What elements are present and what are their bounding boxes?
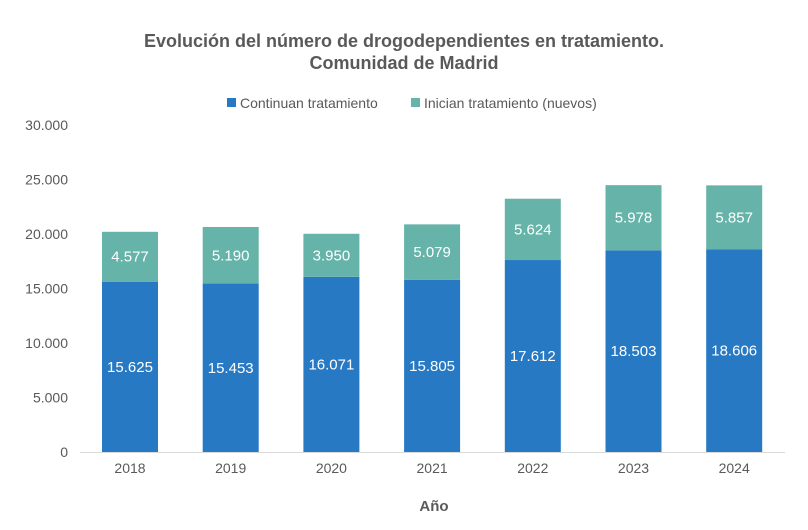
bar-continuan-2024: [706, 249, 763, 452]
x-tick-label: 2018: [114, 460, 145, 476]
bar-continuan-2021: [404, 279, 461, 452]
y-tick-label: 5.000: [33, 390, 68, 406]
bar-continuan-2019: [202, 283, 259, 452]
legend-label-continuan: Continuan tratamiento: [240, 95, 378, 111]
legend: Continuan tratamiento Inician tratamient…: [227, 95, 597, 111]
x-tick-label: 2020: [316, 460, 347, 476]
data-label: 15.453: [208, 360, 254, 377]
bar-continuan-2022: [504, 260, 561, 452]
data-label: 16.071: [308, 356, 354, 373]
chart-subtitle: Comunidad de Madrid: [310, 53, 499, 73]
data-label: 15.625: [107, 359, 153, 376]
bar-inician-2023: [605, 185, 662, 251]
data-label: 17.612: [510, 348, 556, 365]
bar-inician-2020: [303, 233, 360, 277]
data-label: 18.503: [611, 343, 657, 360]
y-axis-ticks: 0 5.000 10.000 15.000 20.000 25.000 30.000: [25, 117, 68, 460]
y-tick-label: 30.000: [25, 117, 68, 133]
data-label: 3.950: [313, 247, 351, 264]
y-tick-label: 0: [60, 444, 68, 460]
bars: 15.625 4.577 15.453 5.190 16.071 3.950 15.805 5…: [102, 185, 763, 452]
data-label: 5.624: [514, 221, 552, 238]
x-tick-label: 2019: [215, 460, 246, 476]
x-axis-title: Año: [419, 498, 448, 515]
data-label: 4.577: [111, 249, 149, 266]
bar-inician-2019: [202, 226, 259, 284]
data-label: 5.079: [413, 244, 451, 261]
bar-inician-2022: [504, 198, 561, 261]
chart-title: Evolución del número de drogodependiente…: [144, 31, 664, 51]
bar-continuan-2023: [605, 250, 662, 452]
bar-inician-2021: [404, 224, 461, 280]
legend-swatch-continuan: [227, 98, 236, 107]
bar-inician-2018: [102, 231, 158, 282]
legend-label-inician: Inician tratamiento (nuevos): [424, 95, 597, 111]
y-tick-label: 10.000: [25, 335, 68, 351]
x-axis-ticks: 2018 2019 2020 2021 2022 2023 2024: [114, 460, 750, 476]
x-tick-label: 2023: [618, 460, 649, 476]
y-tick-label: 20.000: [25, 226, 68, 242]
bar-inician-2024: [706, 185, 763, 250]
x-tick-label: 2022: [517, 460, 548, 476]
x-tick-label: 2024: [719, 460, 750, 476]
y-tick-label: 15.000: [25, 281, 68, 297]
data-label: 5.857: [715, 209, 753, 226]
data-label: 5.978: [615, 210, 653, 227]
data-label: 5.190: [212, 247, 250, 264]
bar-continuan-2020: [303, 276, 360, 452]
x-tick-label: 2021: [417, 460, 448, 476]
data-label: 18.606: [711, 343, 757, 360]
y-tick-label: 25.000: [25, 172, 68, 188]
bar-continuan-2018: [102, 281, 158, 452]
legend-swatch-inician: [411, 98, 420, 107]
data-label: 15.805: [409, 358, 455, 375]
